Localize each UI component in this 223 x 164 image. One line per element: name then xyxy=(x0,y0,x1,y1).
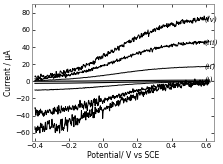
Text: (i): (i) xyxy=(205,76,213,84)
Text: (iii): (iii) xyxy=(205,39,218,47)
Y-axis label: Current / μA: Current / μA xyxy=(4,50,13,96)
X-axis label: Potential/ V vs SCE: Potential/ V vs SCE xyxy=(87,151,159,160)
Text: (iv): (iv) xyxy=(205,16,218,24)
Text: (ii): (ii) xyxy=(205,63,216,71)
